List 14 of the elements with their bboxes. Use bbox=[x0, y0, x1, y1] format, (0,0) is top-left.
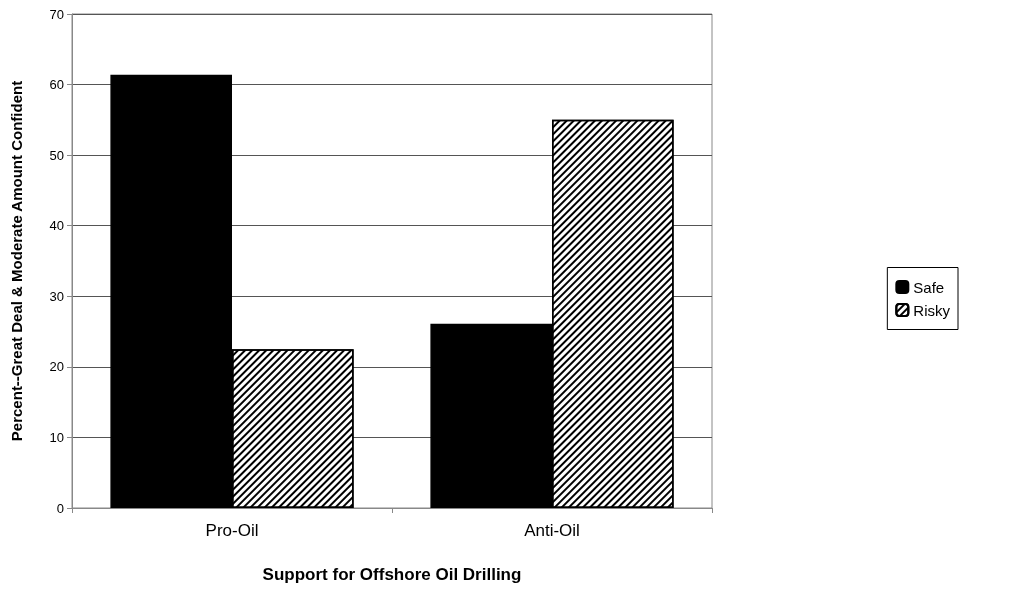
y-tick-label: 50 bbox=[49, 147, 64, 163]
x-tick-label: Pro-Oil bbox=[205, 521, 259, 540]
y-tick-label: 60 bbox=[49, 77, 64, 93]
y-tick-label: 70 bbox=[49, 6, 64, 22]
y-tick-label: 20 bbox=[49, 359, 64, 375]
y-tick-label: 0 bbox=[56, 500, 64, 516]
legend-label: Risky bbox=[913, 301, 951, 319]
y-tick-label: 30 bbox=[49, 288, 64, 304]
x-tick-label: Anti-Oil bbox=[524, 521, 580, 540]
y-tick-label: 10 bbox=[49, 429, 64, 445]
y-tick-label: 40 bbox=[49, 218, 64, 234]
legend-label: Safe bbox=[913, 278, 945, 296]
x-axis-title: Support for Offshore Oil Drilling bbox=[262, 565, 522, 584]
y-axis-title: Percent--Great Deal & Moderate Amount Confident bbox=[8, 80, 25, 442]
